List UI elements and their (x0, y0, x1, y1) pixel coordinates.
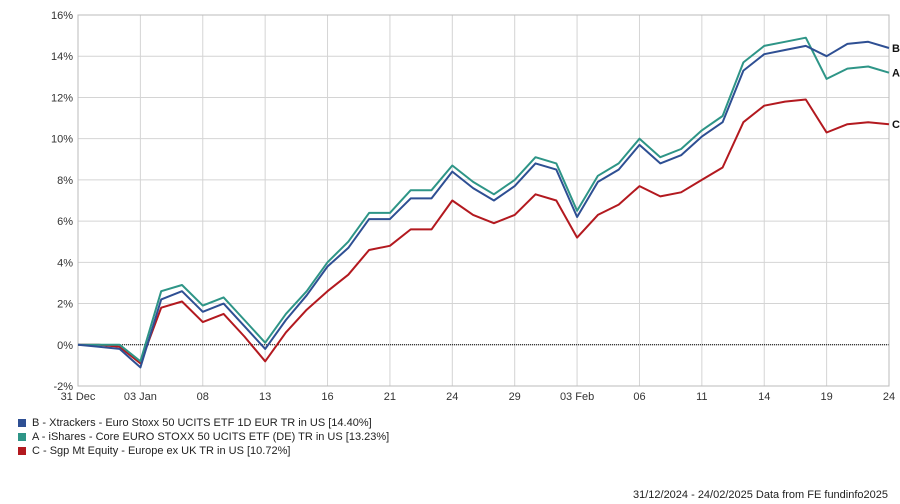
series-line-c (78, 98, 890, 365)
plot-area-border (77, 14, 890, 387)
x-tick-label: 24 (446, 391, 458, 403)
y-tick-label: 0% (57, 340, 73, 352)
legend-label-b: B - Xtrackers - Euro Stoxx 50 UCITS ETF … (32, 417, 372, 429)
x-tick-label: 24 (883, 391, 895, 403)
series-lines (77, 36, 890, 369)
x-tick-label: 31 Dec (61, 391, 96, 403)
y-tick-label: 4% (57, 257, 73, 269)
x-tick-label: 19 (820, 391, 832, 403)
x-tick-label: 16 (321, 391, 333, 403)
x-tick-label: 03 Feb (560, 391, 594, 403)
x-tick-label: 08 (197, 391, 209, 403)
y-tick-label: 10% (51, 134, 73, 146)
x-tick-label: 14 (758, 391, 770, 403)
legend-swatch-b (18, 419, 26, 427)
x-axis: 31 Dec 03 Jan 08 13 16 21 24 29 03 Feb 06 11 14 19 24 (61, 391, 896, 403)
legend-item-c: C - Sgp Mt Equity - Europe ex UK TR in U… (18, 444, 389, 458)
series-end-labels: B A C (892, 43, 900, 131)
legend-label-a: A - iShares - Core EURO STOXX 50 UCITS E… (32, 431, 390, 443)
line-chart: -2% 0% 2% 4% 6% 8% 10% 12% 14% 16% 31 Dec 03 Jan 08… (51, 10, 900, 403)
y-tick-label: 8% (57, 175, 73, 187)
legend-item-a: A - iShares - Core EURO STOXX 50 UCITS E… (18, 430, 389, 444)
x-tick-label: 13 (259, 391, 271, 403)
x-tick-label: 11 (696, 391, 707, 403)
gridlines (77, 14, 890, 387)
x-tick-label: 21 (384, 391, 396, 403)
end-label-a: A (892, 68, 900, 80)
y-tick-label: 14% (51, 51, 73, 63)
x-tick-label: 03 Jan (124, 391, 157, 403)
end-label-b: B (892, 43, 900, 55)
x-tick-label: 06 (633, 391, 645, 403)
y-axis: -2% 0% 2% 4% 6% 8% 10% 12% 14% 16% (51, 10, 73, 393)
legend-label-c: C - Sgp Mt Equity - Europe ex UK TR in U… (32, 445, 291, 457)
legend: B - Xtrackers - Euro Stoxx 50 UCITS ETF … (18, 416, 389, 458)
y-tick-label: 2% (57, 299, 73, 311)
y-tick-label: 6% (57, 216, 73, 228)
series-line-a (78, 36, 890, 363)
series-line-b (77, 40, 890, 369)
end-label-c: C (892, 119, 900, 131)
footer-source: 31/12/2024 - 24/02/2025 Data from FE fun… (632, 489, 888, 501)
legend-swatch-a (18, 433, 26, 441)
x-tick-label: 29 (509, 391, 521, 403)
y-tick-label: -2% (53, 381, 73, 393)
y-tick-label: 12% (51, 92, 73, 104)
legend-item-b: B - Xtrackers - Euro Stoxx 50 UCITS ETF … (18, 416, 389, 430)
legend-swatch-c (18, 447, 26, 455)
y-tick-label: 16% (51, 10, 73, 22)
